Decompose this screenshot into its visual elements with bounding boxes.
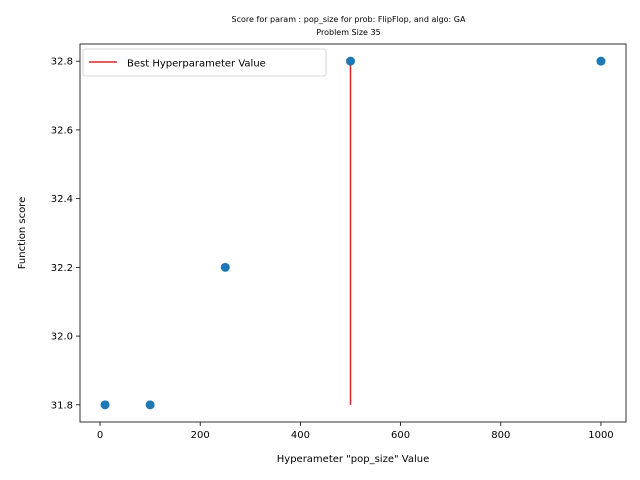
y-tick-label: 32.4 [51, 194, 73, 205]
y-tick-label: 32.6 [51, 125, 73, 136]
x-tick-label: 800 [491, 430, 510, 441]
legend-box [82, 48, 327, 77]
y-tick-label: 32.2 [51, 263, 73, 274]
legend-label: Best Hyperparameter Value [127, 59, 266, 70]
legend: Best Hyperparameter Value [82, 48, 327, 77]
plot-marks [100, 56, 606, 410]
chart-subtitle: Problem Size 35 [316, 28, 380, 37]
x-tick-label: 1000 [588, 430, 613, 441]
y-tick-label: 32.0 [51, 332, 73, 343]
y-axis-ticks: 31.8 32.0 32.2 32.4 32.6 32.8 [51, 57, 80, 411]
x-tick-label: 400 [291, 430, 310, 441]
y-axis-label: Function score [17, 197, 28, 270]
y-tick-label: 31.8 [51, 400, 73, 411]
x-tick-label: 600 [391, 430, 410, 441]
x-tick-label: 200 [191, 430, 210, 441]
scatter-point [596, 56, 606, 66]
chart-title: Score for param : pop_size for prob: Fli… [232, 15, 466, 24]
scatter-point [345, 56, 355, 66]
scatter-point [145, 400, 155, 410]
plot-frame [79, 43, 627, 423]
x-axis-label: Hyperameter "pop_size" Value [277, 454, 429, 465]
scatter-point [220, 262, 230, 272]
scatter-point [100, 400, 110, 410]
x-axis-ticks: 0 200 400 600 800 1000 [97, 422, 614, 441]
x-tick-label: 0 [97, 430, 103, 441]
y-tick-label: 32.8 [51, 57, 73, 68]
